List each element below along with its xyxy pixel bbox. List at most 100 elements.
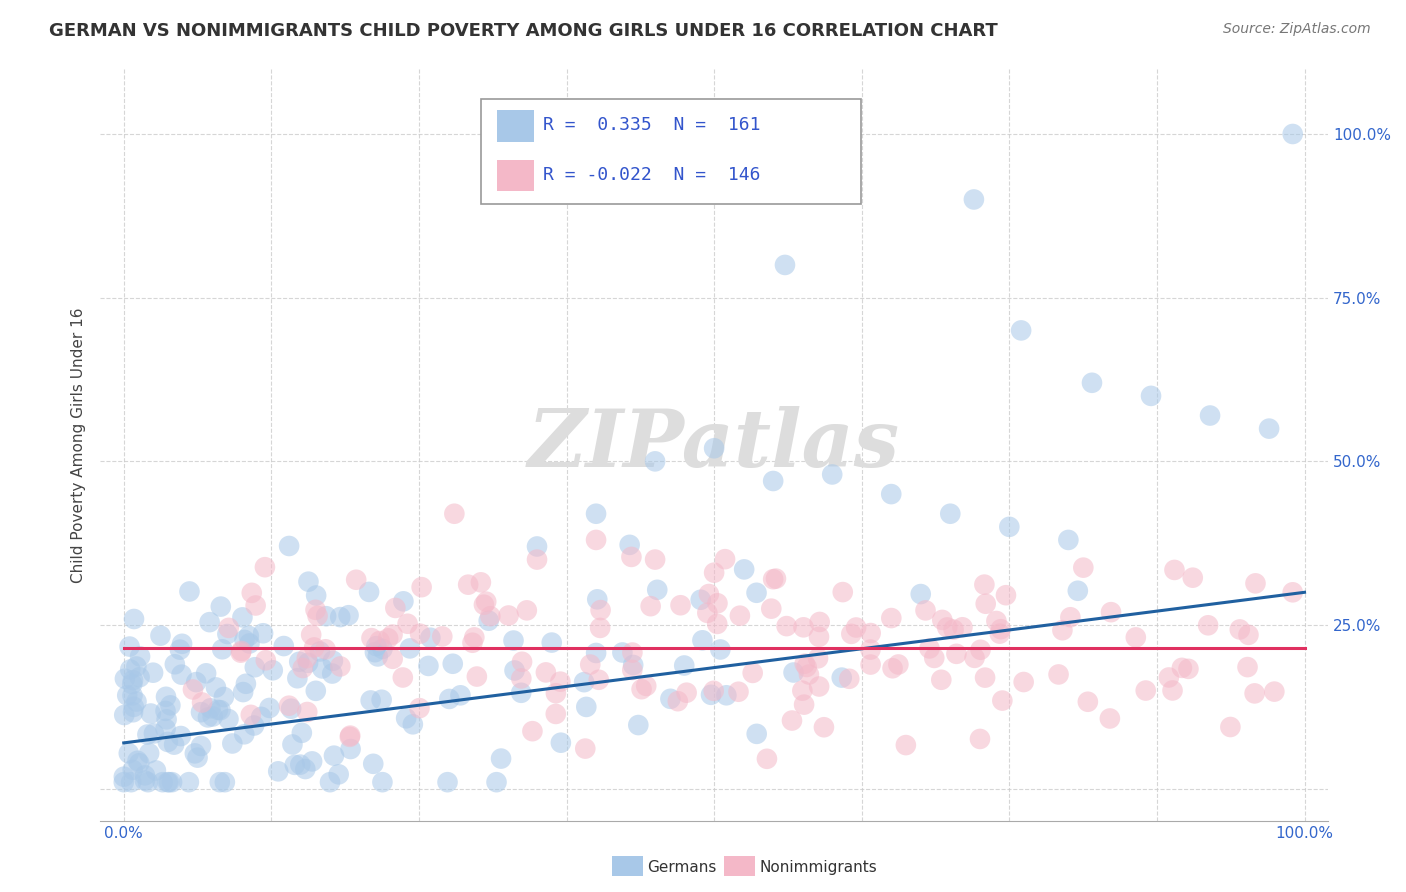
Point [127, 754, 149, 768]
Point [145, 764, 167, 778]
Point [170, 667, 193, 681]
Point [217, 627, 239, 641]
Point [994, 588, 1017, 602]
Point [761, 601, 783, 615]
Point [278, 698, 301, 713]
Point [367, 649, 389, 664]
Point [540, 635, 562, 649]
Point [472, 598, 495, 612]
Point [612, 646, 634, 660]
Point [669, 599, 692, 613]
Point [1219, 720, 1241, 734]
Point [172, 637, 194, 651]
Point [186, 675, 208, 690]
Point [368, 634, 391, 648]
Point [762, 572, 785, 586]
Point [621, 663, 644, 677]
Point [278, 539, 301, 553]
Point [121, 763, 143, 777]
Point [239, 707, 262, 722]
Point [212, 690, 235, 704]
Point [361, 756, 384, 771]
Point [121, 689, 143, 703]
Point [297, 574, 319, 589]
Point [572, 675, 595, 690]
Point [465, 669, 488, 683]
Point [366, 639, 388, 653]
Point [408, 701, 430, 715]
Point [267, 764, 290, 779]
Point [152, 775, 174, 789]
Point [122, 673, 145, 687]
Point [1067, 583, 1090, 598]
Point [700, 688, 723, 702]
Point [666, 694, 689, 708]
Point [773, 258, 796, 272]
Point [969, 642, 991, 657]
Point [1157, 670, 1180, 684]
Point [503, 664, 526, 678]
Point [1177, 662, 1199, 676]
Point [929, 673, 952, 687]
Point [969, 731, 991, 746]
Point [301, 755, 323, 769]
Point [200, 701, 222, 715]
Point [238, 629, 260, 643]
Point [201, 709, 224, 723]
Point [381, 652, 404, 666]
Point [808, 630, 831, 644]
Point [159, 698, 181, 713]
Point [859, 626, 882, 640]
Point [1181, 571, 1204, 585]
Point [696, 606, 718, 620]
Point [914, 603, 936, 617]
Point [1077, 695, 1099, 709]
Point [692, 633, 714, 648]
Point [765, 572, 787, 586]
Point [910, 587, 932, 601]
Point [184, 747, 207, 761]
Point [235, 677, 257, 691]
Point [741, 665, 763, 680]
Point [138, 746, 160, 760]
Point [498, 608, 520, 623]
Point [170, 729, 193, 743]
Point [218, 621, 240, 635]
Point [418, 659, 440, 673]
Point [1047, 667, 1070, 681]
Point [475, 595, 498, 609]
Point [136, 775, 159, 789]
Point [339, 742, 361, 756]
Point [136, 727, 159, 741]
Point [211, 642, 233, 657]
Point [463, 631, 485, 645]
Point [371, 775, 394, 789]
Point [299, 628, 322, 642]
Text: GERMAN VS NONIMMIGRANTS CHILD POVERTY AMONG GIRLS UNDER 16 CORRELATION CHART: GERMAN VS NONIMMIGRANTS CHILD POVERTY AM… [49, 22, 998, 40]
Point [280, 702, 302, 716]
Point [882, 661, 904, 675]
Point [163, 738, 186, 752]
Point [703, 683, 725, 698]
Point [311, 661, 333, 675]
Point [939, 507, 962, 521]
Point [706, 596, 728, 610]
Point [1199, 409, 1222, 423]
Text: R = -0.022  N =  146: R = -0.022 N = 146 [544, 167, 761, 185]
Point [1057, 533, 1080, 547]
Point [402, 717, 425, 731]
Point [156, 712, 179, 726]
Point [322, 654, 344, 668]
Point [238, 636, 260, 650]
Point [129, 649, 152, 664]
Point [436, 775, 458, 789]
Point [675, 686, 697, 700]
Point [714, 552, 737, 566]
Point [1140, 389, 1163, 403]
Point [122, 699, 145, 714]
Point [291, 661, 314, 675]
Point [112, 770, 135, 784]
Point [1281, 585, 1303, 599]
Point [191, 696, 214, 710]
Point [813, 720, 835, 734]
